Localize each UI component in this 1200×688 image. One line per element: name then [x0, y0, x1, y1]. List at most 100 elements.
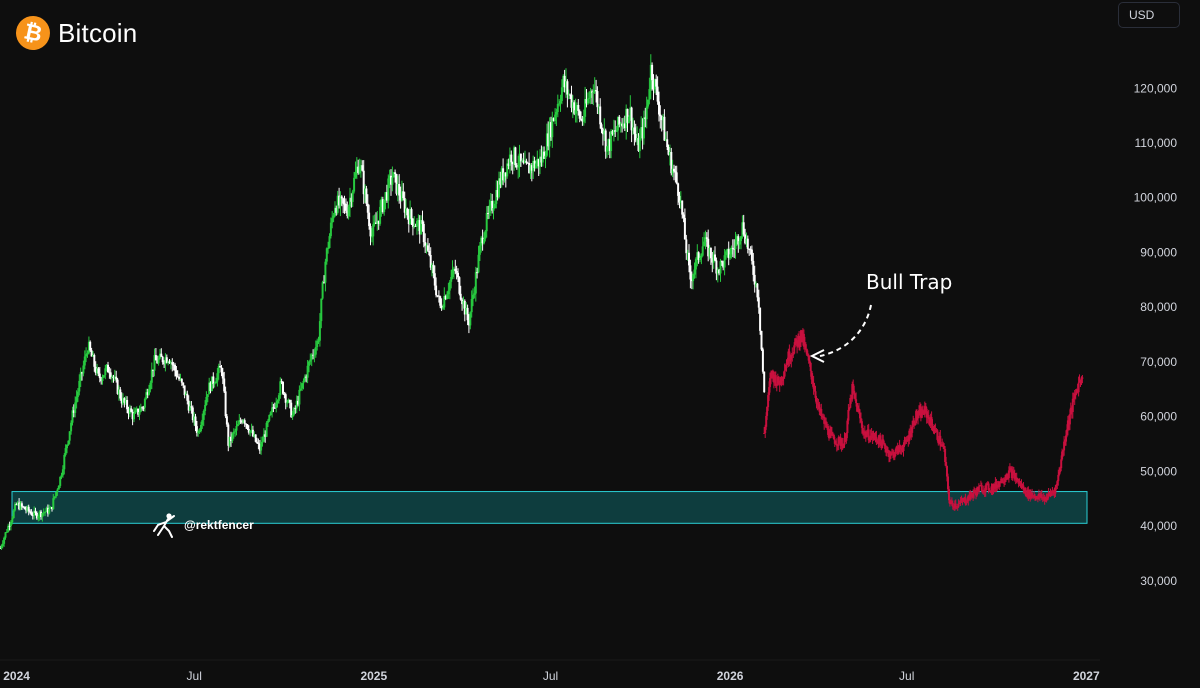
price-candle	[664, 139, 667, 141]
price-candle	[346, 210, 349, 217]
price-candle	[595, 90, 598, 92]
price-candle	[597, 106, 600, 108]
projection-candle	[1065, 435, 1067, 442]
projection-candle	[988, 490, 991, 492]
price-candle	[329, 222, 332, 237]
price-candle	[578, 110, 581, 119]
price-candle	[384, 192, 387, 200]
projection-candle	[793, 345, 796, 354]
price-candle	[697, 252, 700, 260]
price-candle	[570, 94, 573, 108]
price-candle	[540, 156, 543, 163]
price-candle	[696, 252, 699, 259]
price-candle	[487, 213, 490, 214]
price-candle	[507, 163, 510, 166]
price-candle	[518, 153, 521, 167]
price-candle	[385, 192, 388, 201]
price-candle	[474, 272, 477, 294]
projection-candle	[814, 391, 817, 398]
price-candle	[641, 127, 644, 139]
price-candle	[722, 261, 725, 268]
price-candle	[128, 408, 131, 414]
price-candle	[97, 368, 100, 374]
price-candle	[682, 214, 685, 218]
price-candle	[44, 511, 47, 513]
price-candle	[331, 218, 334, 223]
price-candle	[405, 208, 407, 213]
price-candle	[70, 422, 73, 432]
projection-candle	[882, 439, 885, 444]
price-candle	[82, 365, 85, 374]
price-candle	[18, 502, 21, 510]
price-candle	[75, 397, 78, 403]
price-candle	[554, 114, 557, 121]
price-candle	[530, 165, 533, 171]
projection-candle	[945, 462, 948, 466]
price-candle	[107, 364, 109, 373]
projection-candle	[1008, 468, 1011, 471]
price-candle	[154, 355, 157, 361]
projection-candle	[813, 388, 816, 392]
price-candle	[336, 195, 339, 213]
price-candle	[179, 378, 182, 380]
price-candle	[519, 153, 522, 162]
price-candle	[149, 382, 152, 390]
price-candle	[655, 79, 658, 87]
price-candle	[735, 236, 738, 242]
price-candle	[227, 424, 230, 446]
price-candle	[206, 394, 209, 397]
price-candle	[299, 388, 302, 390]
price-candle	[755, 283, 757, 285]
price-candle	[343, 203, 346, 205]
projection-candle	[948, 489, 950, 501]
price-candle	[324, 261, 327, 283]
projection-candle	[1003, 481, 1006, 483]
price-candle	[40, 511, 42, 517]
price-candle	[247, 429, 250, 433]
currency-button[interactable]: USD	[1118, 2, 1180, 28]
price-candle	[431, 264, 433, 268]
price-candle	[0, 547, 1, 549]
price-candle	[312, 354, 315, 356]
projection-candle	[888, 450, 890, 457]
x-tick-label: 2025	[360, 669, 387, 683]
projection-candle	[913, 420, 916, 426]
price-candle	[426, 245, 429, 251]
price-candle	[184, 393, 187, 396]
price-candle	[183, 385, 186, 396]
price-candle	[284, 394, 287, 403]
price-candle	[292, 408, 295, 416]
price-candle	[411, 218, 414, 227]
price-candle	[236, 424, 239, 426]
price-candle	[269, 412, 272, 415]
price-candle	[104, 368, 107, 376]
watermark-handle: @rektfencer	[184, 518, 254, 532]
projection-candle	[889, 452, 892, 456]
price-candle	[585, 99, 588, 104]
price-candle	[685, 239, 688, 254]
price-candle	[131, 411, 134, 420]
projection-candle	[910, 432, 913, 437]
price-candle	[734, 241, 737, 250]
price-candle	[355, 166, 358, 173]
price-candle	[528, 163, 531, 174]
price-candle	[656, 86, 659, 102]
price-candle	[221, 372, 224, 379]
price-candle	[35, 513, 38, 519]
price-candle	[748, 249, 751, 250]
price-candle	[208, 382, 211, 395]
projection-candle	[902, 445, 905, 451]
price-candle	[647, 99, 649, 107]
price-candle	[658, 101, 660, 115]
price-candle	[37, 516, 40, 519]
price-candle	[142, 407, 145, 409]
price-candle	[109, 372, 112, 378]
projection-candle	[934, 429, 937, 432]
price-candle	[674, 171, 677, 173]
projection-candle	[970, 491, 973, 495]
price-candle	[652, 80, 655, 90]
projection-candle	[974, 490, 977, 493]
price-candle	[678, 195, 681, 203]
price-candle	[51, 507, 53, 510]
price-candle	[112, 376, 115, 379]
